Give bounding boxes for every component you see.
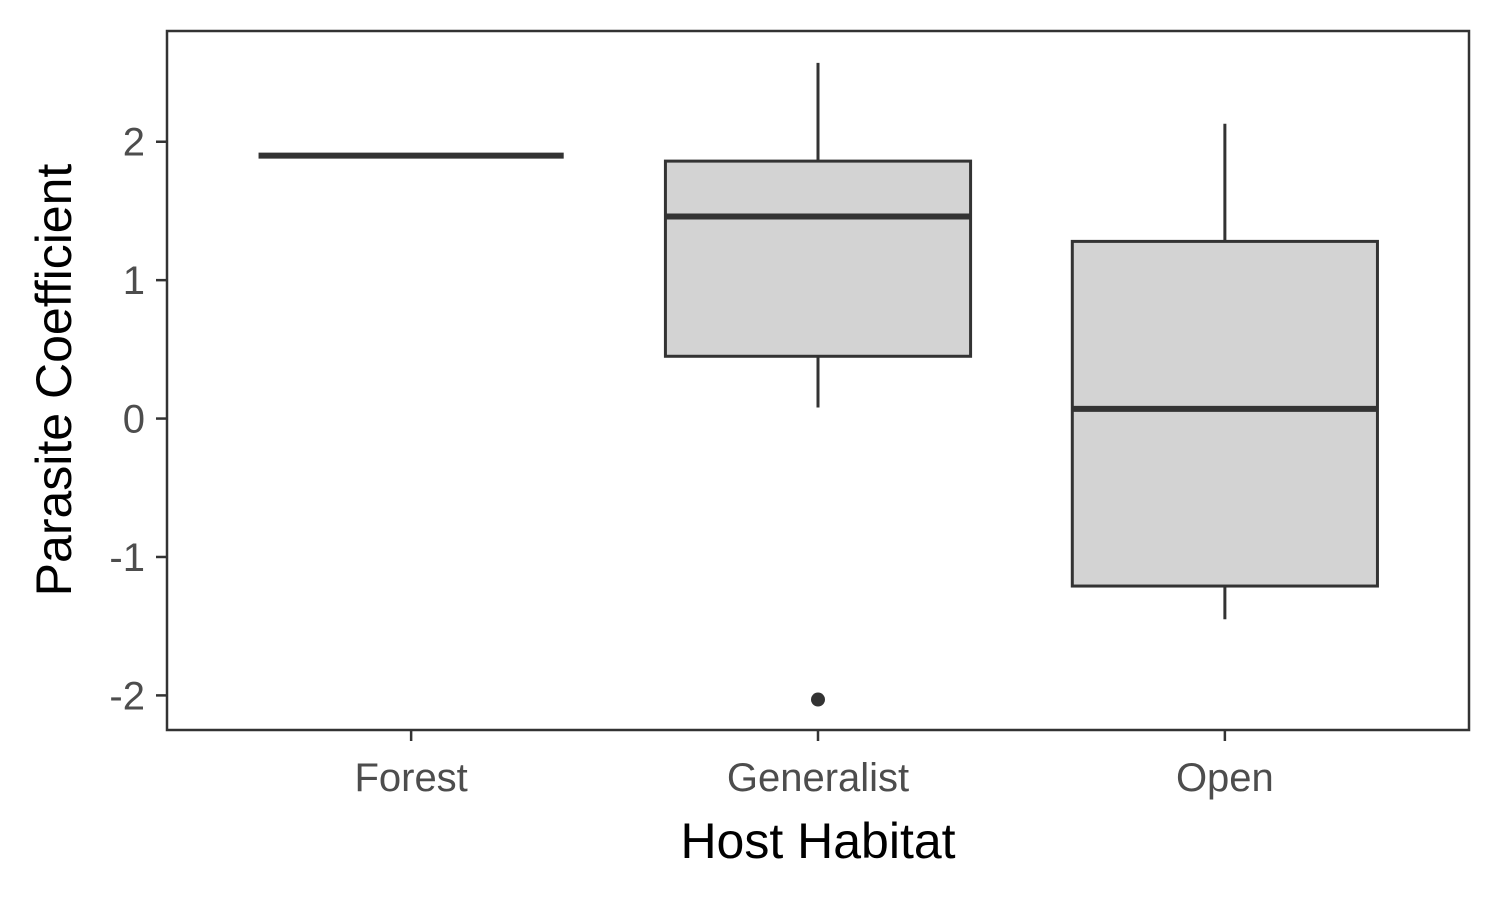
y-axis-title: Parasite Coefficient — [26, 164, 82, 597]
x-tick-label: Open — [1176, 756, 1274, 800]
y-tick-label: 0 — [123, 398, 145, 442]
y-tick-label: -2 — [109, 674, 145, 718]
x-axis-title: Host Habitat — [680, 813, 955, 869]
box-generalist — [663, 62, 973, 707]
boxes-layer — [258, 62, 1379, 707]
x-tick-label: Generalist — [727, 756, 909, 800]
x-tick-label: Forest — [354, 756, 467, 800]
axes-layer: 2 1 0 -1 -2 Forest Generalist Open — [109, 121, 1273, 800]
box-open — [1070, 123, 1379, 620]
box-body-generalist — [663, 159, 973, 358]
box-body-open — [1070, 239, 1379, 588]
y-tick-label: 1 — [123, 259, 145, 303]
y-tick-label: -1 — [109, 536, 145, 580]
outlier-point-generalist-0 — [811, 692, 825, 707]
y-tick-label: 2 — [123, 121, 145, 165]
